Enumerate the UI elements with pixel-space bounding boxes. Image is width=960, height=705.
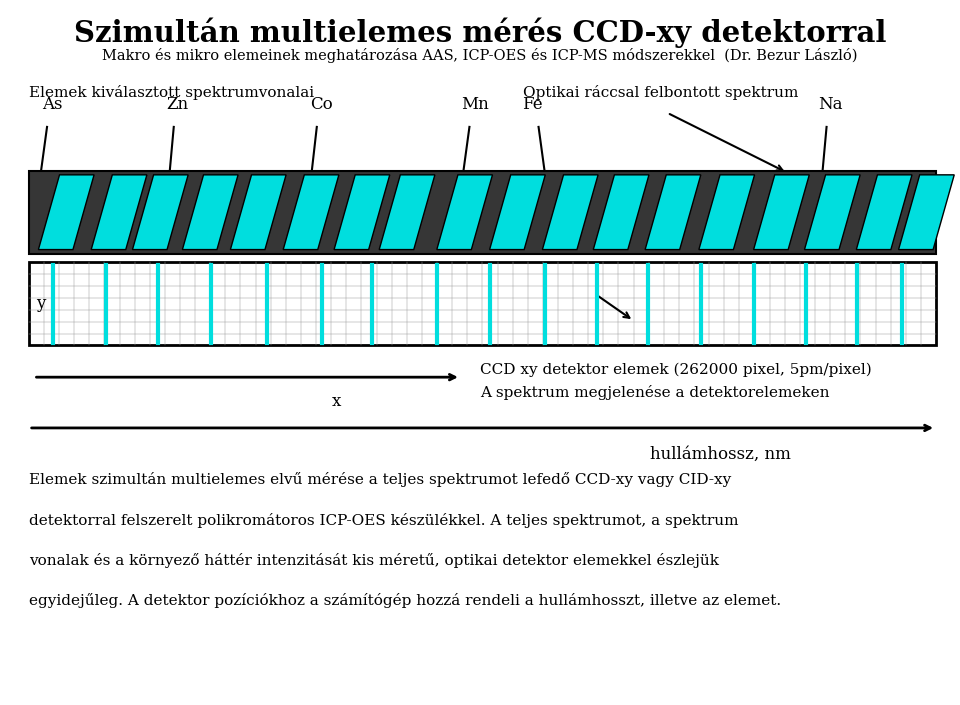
Polygon shape bbox=[132, 175, 188, 250]
Text: x: x bbox=[331, 393, 341, 410]
Text: Makro és mikro elemeinek meghatározása AAS, ICP-OES és ICP-MS módszerekkel  (Dr.: Makro és mikro elemeinek meghatározása A… bbox=[103, 48, 857, 63]
Text: Optikai ráccsal felbontott spektrum: Optikai ráccsal felbontott spektrum bbox=[523, 85, 799, 99]
Text: detektorral felszerelt polikromátoros ICP-OES készülékkel. A teljes spektrumot, : detektorral felszerelt polikromátoros IC… bbox=[29, 513, 738, 527]
Polygon shape bbox=[490, 175, 545, 250]
Text: As: As bbox=[42, 96, 63, 113]
Text: Fe: Fe bbox=[522, 96, 543, 113]
Polygon shape bbox=[542, 175, 598, 250]
Text: Elemek szimultán multielemes elvű mérése a teljes spektrumot lefedő CCD-xy vagy : Elemek szimultán multielemes elvű mérése… bbox=[29, 472, 732, 487]
Polygon shape bbox=[856, 175, 912, 250]
Text: Szimultán multielemes mérés CCD-xy detektorral: Szimultán multielemes mérés CCD-xy detek… bbox=[74, 18, 886, 48]
Polygon shape bbox=[91, 175, 147, 250]
Polygon shape bbox=[699, 175, 755, 250]
Polygon shape bbox=[437, 175, 492, 250]
Polygon shape bbox=[899, 175, 954, 250]
Text: egyidejűleg. A detektor pozíciókhoz a számítógép hozzá rendeli a hullámhosszt, i: egyidejűleg. A detektor pozíciókhoz a sz… bbox=[29, 593, 780, 608]
Text: Zn: Zn bbox=[166, 96, 189, 113]
Text: Co: Co bbox=[310, 96, 333, 113]
Bar bbox=[29, 262, 936, 345]
Text: A spektrum megjelenése a detektorelemeken: A spektrum megjelenése a detektorelemeke… bbox=[480, 385, 829, 400]
Text: Na: Na bbox=[818, 96, 843, 113]
Polygon shape bbox=[645, 175, 701, 250]
Polygon shape bbox=[38, 175, 94, 250]
Bar bbox=[29, 171, 936, 254]
Text: vonalak és a környező háttér intenzitását kis méretű, optikai detektor elemekkel: vonalak és a környező háttér intenzitásá… bbox=[29, 553, 719, 568]
Text: y: y bbox=[36, 295, 46, 312]
Polygon shape bbox=[230, 175, 286, 250]
Text: Mn: Mn bbox=[462, 96, 489, 113]
Polygon shape bbox=[804, 175, 860, 250]
Polygon shape bbox=[379, 175, 435, 250]
Text: Elemek kiválasztott spektrumvonalai: Elemek kiválasztott spektrumvonalai bbox=[29, 85, 314, 99]
Polygon shape bbox=[334, 175, 390, 250]
Polygon shape bbox=[593, 175, 649, 250]
Polygon shape bbox=[283, 175, 339, 250]
Text: CCD xy detektor elemek (262000 pixel, 5pm/pixel): CCD xy detektor elemek (262000 pixel, 5p… bbox=[480, 363, 872, 377]
Text: hullámhossz, nm: hullámhossz, nm bbox=[650, 446, 790, 462]
Polygon shape bbox=[182, 175, 238, 250]
Polygon shape bbox=[754, 175, 809, 250]
